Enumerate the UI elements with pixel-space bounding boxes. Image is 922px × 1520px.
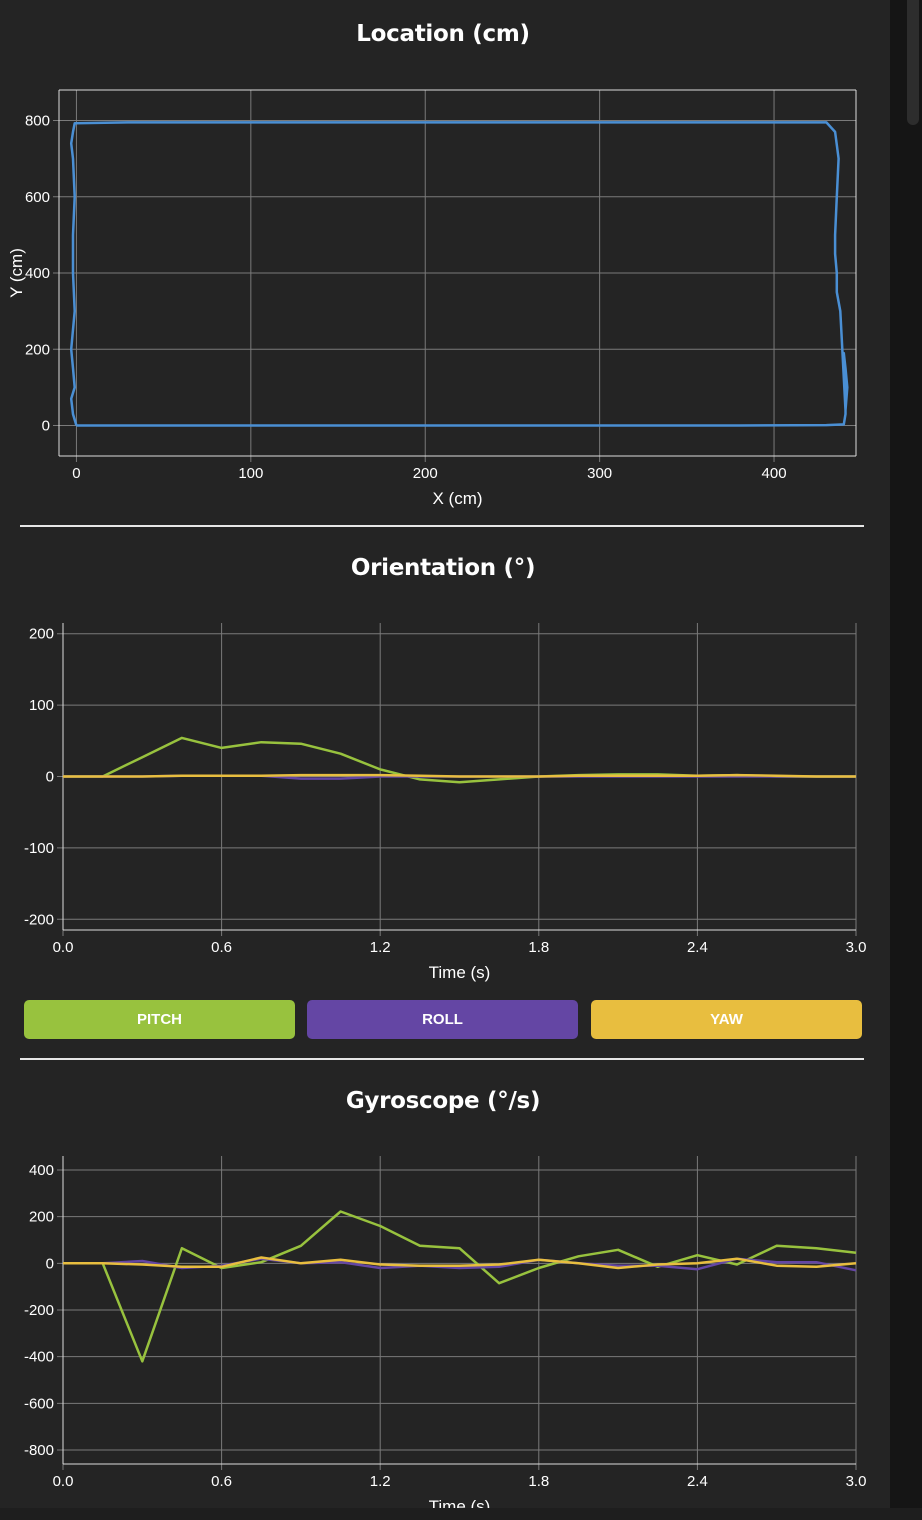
y-tick-label: -200 (24, 911, 54, 928)
x-tick-label: 0.6 (211, 939, 232, 956)
x-tick-label: 1.8 (528, 939, 549, 956)
bottom-toolbar-edge (0, 1508, 922, 1520)
roll-toggle-button[interactable]: ROLL (307, 1000, 578, 1039)
y-tick-label: -400 (24, 1349, 54, 1366)
yaw-series-line (63, 773, 856, 778)
y-tick-label: 400 (25, 265, 50, 282)
y-tick-label: -200 (24, 1302, 54, 1319)
y-tick-label: 0 (46, 769, 54, 786)
gyroscope-chart: 0.0 0.6 1.2 1.8 2.4 3.0 400 200 0 -200 -400 -600 -80… (24, 1156, 867, 1516)
pitch-toggle-button[interactable]: PITCH (24, 1000, 295, 1039)
section-divider (20, 525, 864, 527)
y-tick-label: 0 (46, 1255, 54, 1272)
y-tick-label: -100 (24, 840, 54, 857)
y-tick-label: 400 (29, 1162, 54, 1179)
x-tick-label: 1.8 (528, 1473, 549, 1490)
pitch-series-line (63, 1210, 857, 1363)
yaw-toggle-button[interactable]: YAW (591, 1000, 862, 1039)
x-tick-label: 0 (72, 465, 80, 482)
y-tick-label: 0 (42, 418, 50, 435)
x-axis-label: Time (s) (429, 963, 491, 982)
x-tick-label: 1.2 (370, 1473, 391, 1490)
y-tick-label: 100 (29, 697, 54, 714)
scrollbar-thumb[interactable] (907, 0, 919, 125)
orientation-chart: 0.0 0.6 1.2 1.8 2.4 3.0 200 100 0 -100 -200 Time (s… (24, 623, 867, 982)
x-tick-label: 3.0 (846, 1473, 867, 1490)
yaw-series-line (63, 1256, 857, 1270)
dashboard-panel: Location (cm) 0 100 200 300 400 0 200 400 600 800… (7, 21, 867, 1516)
x-tick-label: 300 (587, 465, 612, 482)
scrollbar-track[interactable] (890, 0, 922, 1520)
gyroscope-chart-title: Gyroscope (°/s) (345, 1088, 541, 1114)
x-tick-label: 200 (413, 465, 438, 482)
y-axis-label: Y (cm) (7, 248, 26, 298)
y-tick-label: 200 (29, 626, 54, 643)
location-chart-title: Location (cm) (356, 21, 530, 47)
y-tick-label: -600 (24, 1395, 54, 1412)
x-axis-label: X (cm) (432, 489, 482, 508)
y-tick-label: 800 (25, 113, 50, 130)
location-chart: 0 100 200 300 400 0 200 400 600 800 X (cm) Y (cm) (7, 89, 857, 508)
x-tick-label: 0.0 (53, 939, 74, 956)
x-tick-label: 2.4 (687, 939, 708, 956)
x-tick-label: 100 (238, 465, 263, 482)
x-tick-label: 0.6 (211, 1473, 232, 1490)
y-tick-label: 200 (29, 1209, 54, 1226)
x-tick-label: 0.0 (53, 1473, 74, 1490)
x-tick-label: 2.4 (687, 1473, 708, 1490)
y-tick-label: 200 (25, 341, 50, 358)
y-tick-label: -800 (24, 1442, 54, 1459)
section-divider (20, 1058, 864, 1060)
orientation-chart-title: Orientation (°) (350, 555, 536, 581)
y-tick-label: 600 (25, 189, 50, 206)
x-tick-label: 3.0 (846, 939, 867, 956)
x-tick-label: 1.2 (370, 939, 391, 956)
path-line (69, 121, 849, 427)
x-tick-label: 400 (762, 465, 787, 482)
